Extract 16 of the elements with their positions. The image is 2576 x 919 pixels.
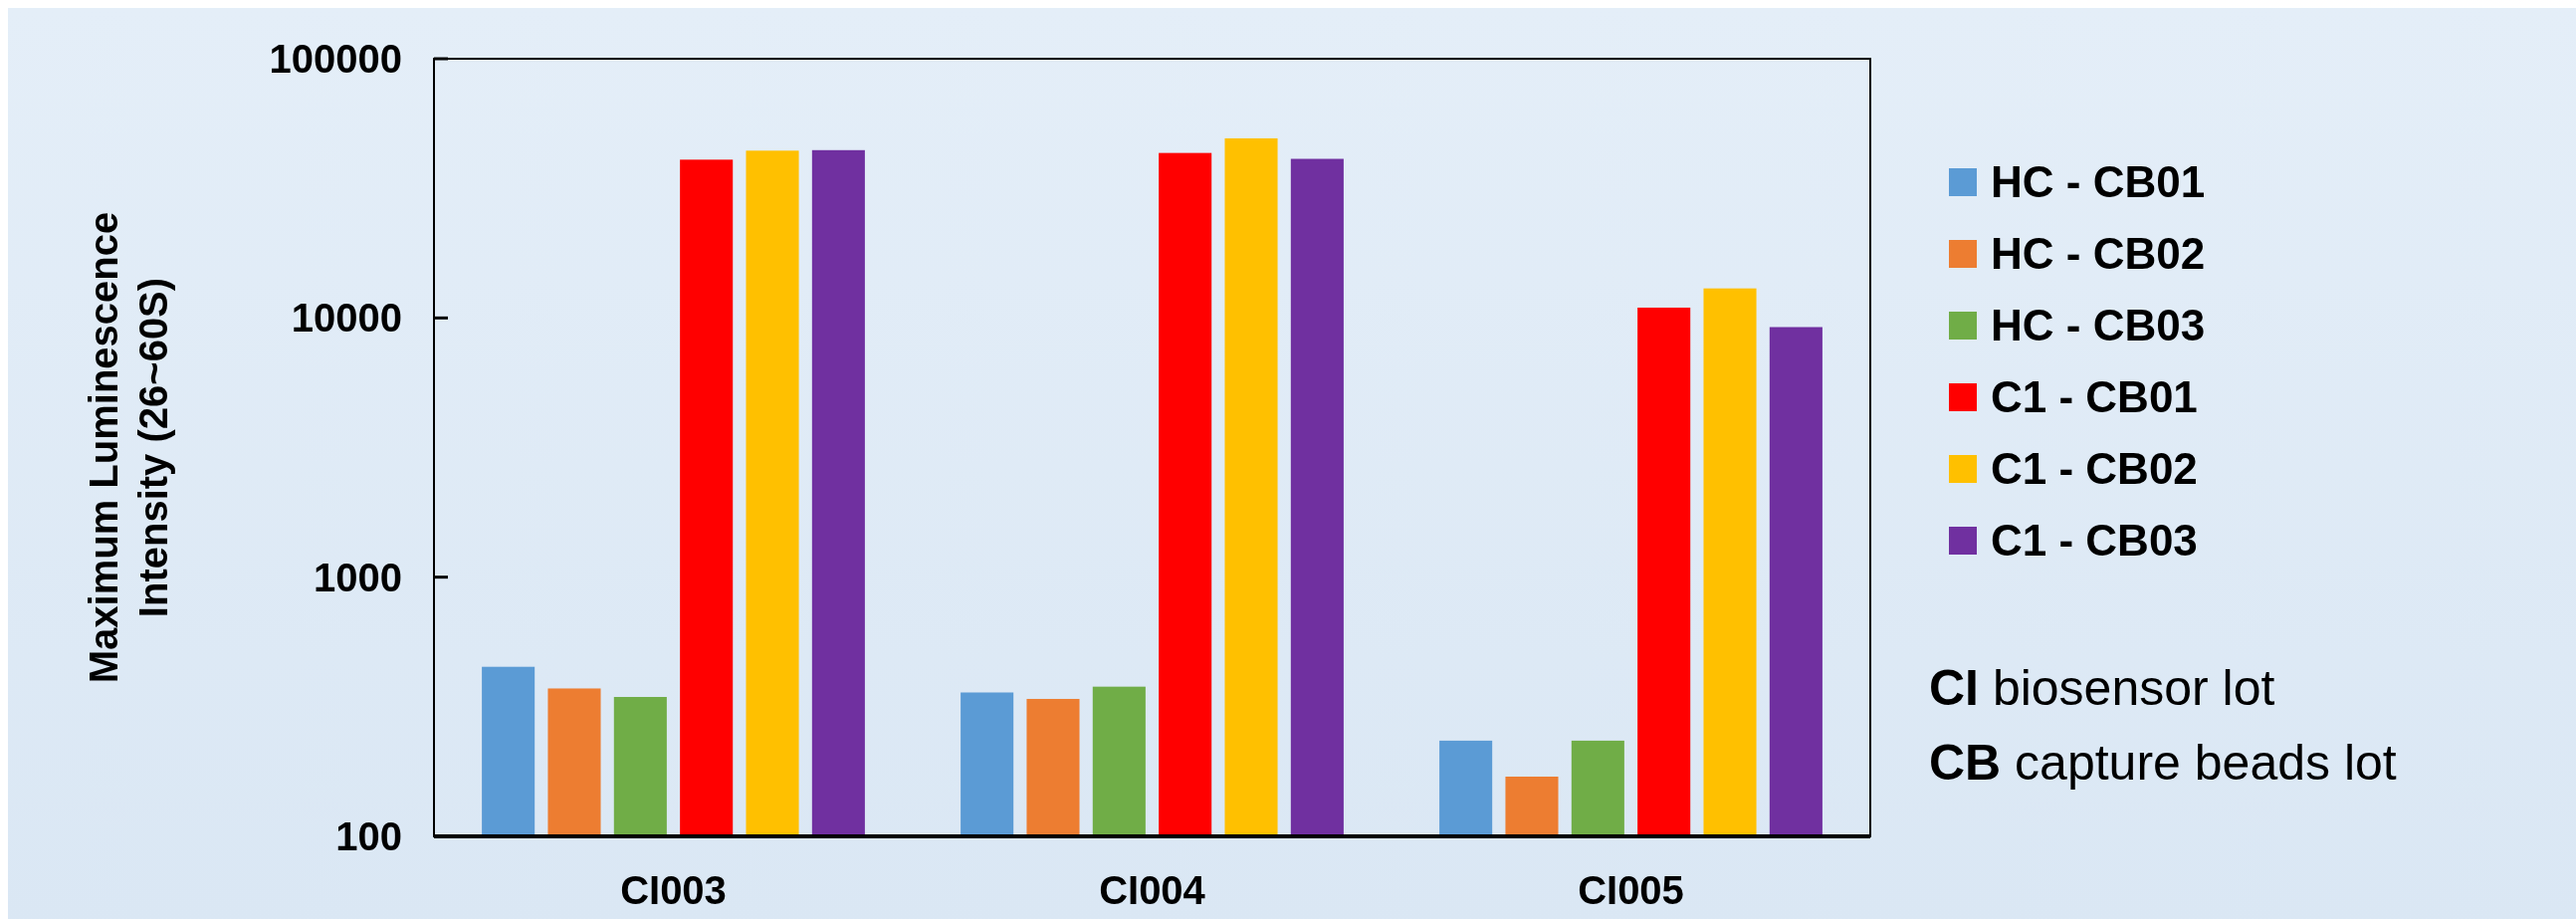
legend-label: HC - CB03 — [1991, 301, 2206, 350]
y-tick-label: 1000 — [314, 555, 402, 599]
legend-label: C1 - CB01 — [1991, 372, 2198, 422]
legend-label: C1 - CB02 — [1991, 444, 2198, 494]
legend-label: HC - CB02 — [1991, 229, 2206, 279]
x-tick-label: CI005 — [1578, 868, 1684, 912]
x-tick-label: CI004 — [1099, 868, 1206, 912]
text: CI biosensor lot — [1929, 660, 2275, 716]
legend-label: HC - CB01 — [1991, 157, 2206, 207]
x-tick-label: CI003 — [620, 868, 727, 912]
y-tick-label: 100 — [335, 814, 402, 858]
text: CB capture beads lot — [1929, 735, 2397, 791]
y-tick-label: 10000 — [291, 296, 402, 341]
y-axis-title: Maximum Luminescence Intensity (26~60S) — [82, 211, 175, 684]
legend-label: C1 - CB03 — [1991, 516, 2198, 566]
y-tick-label: 100000 — [269, 37, 402, 81]
